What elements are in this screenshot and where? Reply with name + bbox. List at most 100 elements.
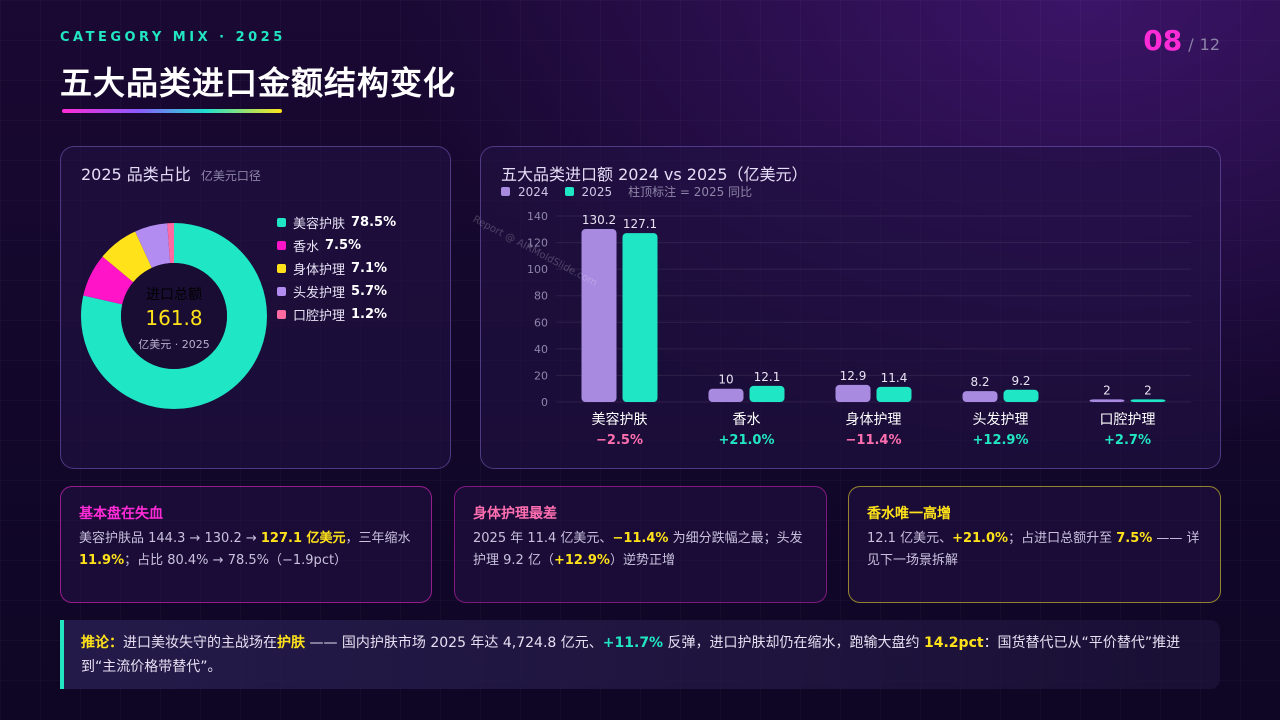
category-label: 美容护肤 — [592, 411, 648, 428]
legend-name: 香水 — [293, 240, 320, 255]
conclusion-lead: 推论： — [81, 635, 123, 651]
category-label: 头发护理 — [973, 412, 1029, 428]
bar-value-label: 9.2 — [1011, 374, 1030, 388]
share-panel: 2025 品类占比 亿美元口径 进口总额 161.8 亿美元 · 2025 美容护… — [60, 146, 451, 469]
card-text: 12.1 亿美元、 — [867, 531, 953, 546]
bar-value-label: 10 — [718, 373, 733, 387]
bar-value-label: 130.2 — [582, 213, 616, 227]
card-highlight: 127.1 亿美元 — [260, 531, 346, 546]
legend-label-2025: 2025 — [581, 184, 613, 199]
y-tick-label: 80 — [534, 290, 548, 303]
card-text: 为细分跌幅之最；头发护理 9.2 亿（ — [473, 531, 803, 568]
donut-chart: 进口总额 161.8 亿美元 · 2025 — [81, 223, 267, 409]
conclusion-part: —— 国内护肤市场 2025 年达 4,724.8 亿元、 — [305, 635, 603, 651]
card-highlight: 7.5% — [1116, 531, 1153, 546]
legend-pct: 1.2% — [351, 307, 388, 322]
y-tick-label: 40 — [534, 343, 548, 356]
yoy-label: −11.4% — [846, 433, 902, 448]
share-legend: 美容护肤 78.5% 香水 7.5% 身体护理 7.1% 头发护理 5.7% 口腔护理 1.2% — [277, 211, 396, 326]
bar-2025 — [622, 233, 658, 402]
y-tick-label: 120 — [527, 237, 548, 250]
legend-swatch-2025 — [564, 187, 574, 196]
yoy-label: +21.0% — [719, 433, 775, 448]
page-separator: / — [1188, 35, 1194, 54]
bar-2024 — [708, 388, 744, 402]
conclusion-highlight: 14.2pct — [924, 635, 984, 651]
title-underline — [62, 109, 282, 113]
insight-card-fragrance: 香水唯一高增 12.1 亿美元、+21.0%；占进口总额升至 7.5% —— 详… — [848, 486, 1221, 603]
page-current: 08 — [1143, 24, 1183, 57]
share-subtitle: 亿美元口径 — [200, 169, 261, 183]
card-highlight: +12.9% — [553, 553, 610, 568]
yoy-label: +12.9% — [973, 433, 1029, 448]
bar-value-label: 12.1 — [754, 370, 781, 384]
legend-swatch — [277, 218, 286, 227]
bar-value-label: 127.1 — [623, 217, 657, 231]
bar-value-label: 2 — [1144, 383, 1152, 397]
bar-2025 — [749, 385, 785, 402]
donut-svg — [81, 223, 267, 409]
legend-name: 身体护理 — [293, 263, 346, 278]
donut-center-value: 161.8 — [145, 306, 203, 330]
donut-center-label: 进口总额 — [146, 287, 202, 303]
share-panel-title: 2025 品类占比 亿美元口径 — [81, 161, 261, 185]
card-highlight: 11.9% — [79, 553, 125, 568]
bar-value-label: 2 — [1103, 383, 1111, 397]
yoy-label: −2.5% — [596, 433, 643, 448]
conclusion-highlight: 护肤 — [277, 635, 305, 651]
donut-center: 进口总额 161.8 亿美元 · 2025 — [121, 263, 227, 369]
y-tick-label: 20 — [534, 369, 548, 382]
bar-2024 — [835, 384, 871, 402]
bar-2024 — [962, 391, 998, 402]
legend-item-2025: 2025 — [564, 184, 613, 199]
conclusion-part: 进口美妆失守的主战场在 — [123, 635, 277, 651]
category-label: 身体护理 — [846, 412, 902, 428]
card-highlight: −11.4% — [612, 531, 669, 546]
card-body: 12.1 亿美元、+21.0%；占进口总额升至 7.5% —— 详见下一场景拆解 — [867, 528, 1204, 572]
legend-name: 口腔护理 — [293, 309, 346, 324]
legend-swatch — [277, 241, 286, 250]
bar-value-label: 8.2 — [970, 375, 989, 389]
card-highlight: +21.0% — [952, 531, 1009, 546]
conclusion-part: 反弹，进口护肤却仍在缩水，跑输大盘约 — [663, 635, 924, 651]
bar-value-label: 12.9 — [840, 369, 867, 383]
card-text: ，三年缩水 — [345, 531, 411, 546]
card-text: ；占比 80.4% → 78.5%（−1.9pct） — [124, 553, 348, 568]
conclusion-part: ：国货替代已从“平价替代”推进到“主流价格带替代”。 — [81, 635, 1181, 675]
y-tick-label: 60 — [534, 316, 548, 329]
bar-2024 — [1089, 399, 1125, 402]
insight-card-skincare: 基本盘在失血 美容护肤品 144.3 → 130.2 → 127.1 亿美元，三… — [60, 486, 432, 603]
bar-chart-svg: 0 20 40 60 80 100 120 140 130.2 127.1 美容护肤 −2.5% 10 1… — [527, 210, 1191, 448]
card-title: 基本盘在失血 — [79, 506, 163, 522]
category-label: 香水 — [733, 412, 761, 428]
donut-slice — [81, 223, 267, 409]
legend-item: 口腔护理 1.2% — [277, 303, 396, 326]
bar-2024 — [581, 229, 617, 402]
share-title-text: 2025 品类占比 — [81, 165, 191, 184]
legend-item: 美容护肤 78.5% — [277, 211, 396, 234]
y-tick-label: 140 — [527, 210, 548, 223]
card-text: ）逆势正增 — [609, 553, 675, 568]
category-label: 口腔护理 — [1100, 412, 1156, 428]
card-title: 身体护理最差 — [473, 506, 557, 522]
comparison-panel: 五大品类进口额 2024 vs 2025（亿美元） 2024 2025 柱顶标注… — [480, 146, 1221, 469]
legend-item: 香水 7.5% — [277, 234, 396, 257]
conclusion-highlight: +11.7% — [602, 635, 664, 651]
legend-pct: 7.1% — [351, 261, 388, 276]
legend-name: 美容护肤 — [293, 217, 346, 232]
insight-card-bodycare: 身体护理最差 2025 年 11.4 亿美元、−11.4% 为细分跌幅之最；头发… — [454, 486, 827, 603]
legend-item: 身体护理 7.1% — [277, 257, 396, 280]
card-text: ；占进口总额升至 — [1008, 531, 1117, 546]
legend-pct: 78.5% — [351, 215, 397, 230]
legend-pct: 7.5% — [325, 238, 362, 253]
legend-pct: 5.7% — [351, 284, 388, 299]
card-body: 美容护肤品 144.3 → 130.2 → 127.1 亿美元，三年缩水 11.… — [79, 528, 415, 572]
conclusion-accent-bar — [60, 620, 64, 689]
bar-2025 — [1130, 399, 1166, 402]
legend-swatch — [277, 310, 286, 319]
page-indicator: 08 / 12 — [1143, 24, 1220, 57]
legend-name: 头发护理 — [293, 286, 346, 301]
legend-item-2024: 2024 — [501, 185, 549, 199]
y-tick-label: 100 — [527, 263, 548, 276]
donut-center-unit: 亿美元 · 2025 — [138, 338, 210, 351]
